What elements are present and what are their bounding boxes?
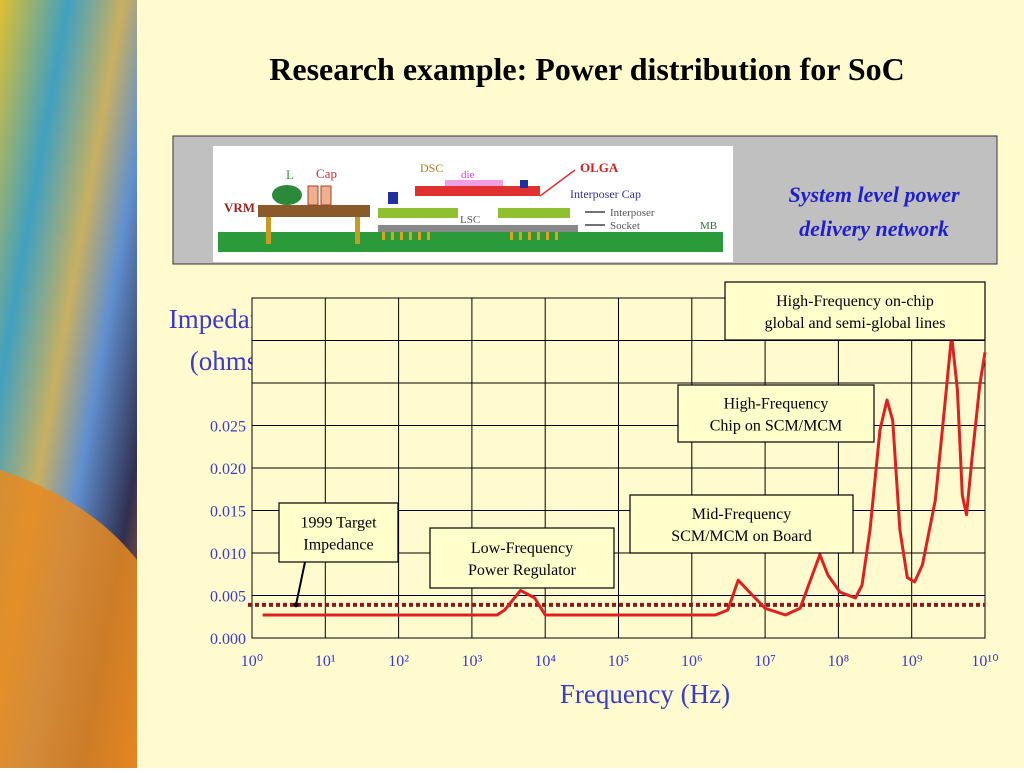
x-tick-label: 10⁴ — [534, 653, 556, 670]
slide-title: Research example: Power distribution for… — [269, 51, 905, 87]
figure-label: Socket — [610, 220, 640, 232]
annotation-text: High-Frequency — [724, 396, 829, 413]
annotation-text: Impedance — [303, 537, 373, 554]
y-tick-label: 0.005 — [210, 589, 246, 606]
annotation-text: global and semi-global lines — [765, 315, 946, 332]
annotation-text: 1999 Target — [300, 515, 377, 532]
annotation-text: Chip on SCM/MCM — [710, 418, 842, 435]
x-tick-label: 10² — [388, 653, 409, 670]
figure-label: DSC — [420, 161, 443, 175]
annotation-box — [724, 281, 986, 341]
annotation-text: High-Frequency on-chip — [776, 293, 934, 310]
figure-label: die — [461, 169, 475, 181]
figure-label: Cap — [316, 166, 337, 181]
annotation-box — [278, 502, 399, 563]
annotation-box — [429, 527, 615, 589]
figure-caption: System level power — [788, 182, 960, 207]
figure-label: Interposer — [610, 207, 655, 219]
figure-label: OLGA — [580, 160, 619, 175]
y-tick-label: 0.025 — [210, 419, 246, 436]
annotation-box — [677, 384, 875, 443]
figure-label: L — [286, 167, 294, 182]
annotation-box — [629, 494, 854, 554]
x-tick-label: 10⁹ — [901, 653, 923, 670]
annotation-text: Low-Frequency — [471, 540, 573, 557]
x-tick-label: 10¹⁰ — [971, 653, 998, 670]
x-tick-label: 10⁵ — [608, 653, 630, 670]
annotation-text: Power Regulator — [468, 562, 577, 579]
annotation-text: SCM/MCM on Board — [671, 528, 811, 545]
y-tick-label: 0.010 — [210, 546, 246, 563]
figure-label: MB — [700, 220, 717, 232]
x-tick-label: 10⁰ — [241, 653, 263, 670]
figure-label: VRM — [224, 200, 255, 215]
leader-dot — [293, 602, 299, 608]
figure-label: LSC — [460, 214, 480, 226]
figure-label: Interposer Cap — [570, 187, 641, 201]
leader-line — [295, 561, 306, 606]
x-axis-label: Frequency (Hz) — [560, 679, 730, 709]
annotation-text: Mid-Frequency — [692, 506, 792, 523]
figure-caption: delivery network — [799, 216, 949, 241]
x-tick-label: 10⁷ — [754, 653, 776, 670]
x-tick-label: 10⁸ — [828, 653, 850, 670]
wafer-edge — [0, 470, 137, 768]
package-diagram — [218, 169, 723, 252]
x-tick-label: 10¹ — [315, 653, 336, 670]
y-tick-label: 0.000 — [210, 631, 246, 648]
y-tick-label: 0.020 — [210, 461, 246, 478]
x-tick-label: 10³ — [462, 653, 483, 670]
y-tick-label: 0.015 — [210, 504, 246, 521]
x-tick-label: 10⁶ — [681, 653, 703, 670]
